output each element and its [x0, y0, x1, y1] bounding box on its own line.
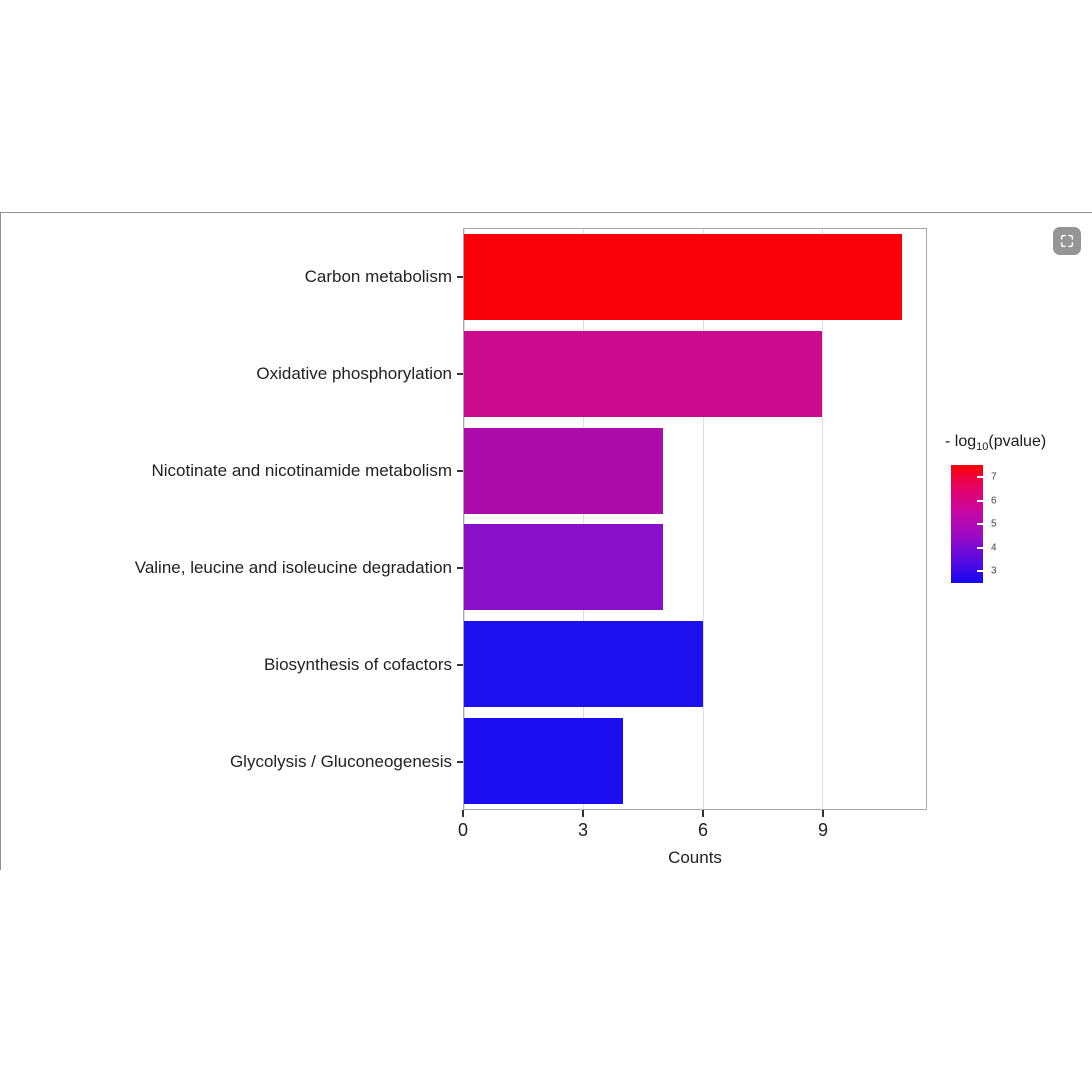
bar-row [464, 519, 926, 616]
x-axis-tick [822, 810, 824, 817]
legend-tick [977, 546, 983, 549]
category-label: Glycolysis / Gluconeogenesis [229, 751, 452, 771]
bar-3 [464, 524, 664, 611]
category-label-row: Biosynthesis of cofactors [0, 616, 463, 713]
category-labels: Carbon metabolism Oxidative phosphorylati… [0, 228, 463, 810]
x-axis-tick [702, 810, 704, 817]
x-tick-label: 3 [577, 820, 589, 840]
bar-row [464, 616, 926, 713]
gridline-x0 [464, 229, 465, 809]
category-label: Oxidative phosphorylation [256, 363, 452, 383]
y-axis-tick [457, 760, 463, 763]
legend-tick [977, 499, 983, 502]
category-label: Valine, leucine and isoleucine degradati… [134, 557, 452, 577]
x-axis-tick [582, 810, 584, 817]
gridline-x6 [702, 229, 704, 809]
legend-label: 6 [991, 495, 997, 507]
y-axis-tick [457, 566, 463, 569]
bar-0 [464, 234, 903, 321]
embed-frame [0, 212, 1092, 870]
bar-4 [464, 621, 703, 708]
legend-tick [977, 570, 983, 573]
bar-2 [464, 427, 664, 514]
gridline-x3 [583, 229, 585, 809]
plot-panel [463, 228, 927, 810]
x-tick-label: 9 [817, 820, 829, 840]
screenshot-expand-icon [1060, 234, 1074, 248]
x-axis-tick [462, 810, 464, 817]
y-axis-tick [457, 469, 463, 472]
legend-tick [977, 475, 983, 478]
legend-label: 5 [991, 518, 997, 530]
legend-gradient-wrap: 7 6 5 4 3 [951, 465, 997, 584]
category-label: Nicotinate and nicotinamide metabolism [151, 460, 453, 480]
bar-row [464, 326, 926, 423]
legend-label: 3 [991, 565, 997, 577]
expand-button[interactable] [1053, 227, 1081, 255]
x-axis-title: Counts [668, 848, 722, 867]
bar-row [464, 712, 926, 809]
category-label: Biosynthesis of cofactors [263, 654, 452, 674]
legend-label: 4 [991, 542, 997, 554]
category-label-row: Valine, leucine and isoleucine degradati… [0, 519, 463, 616]
y-axis-tick [457, 663, 463, 666]
category-label-row: Carbon metabolism [0, 228, 463, 325]
gridline-x9 [822, 229, 824, 809]
bar-5 [464, 717, 624, 804]
x-tick-label: 6 [697, 820, 709, 840]
category-label-row: Oxidative phosphorylation [0, 325, 463, 422]
y-axis-tick [457, 275, 463, 278]
bar-row [464, 229, 926, 326]
bar-1 [464, 331, 823, 417]
legend-title-sub: 10 [976, 441, 989, 454]
category-label-row: Glycolysis / Gluconeogenesis [0, 713, 463, 810]
category-label-row: Nicotinate and nicotinamide metabolism [0, 422, 463, 519]
legend: - log10(pvalue) 7 6 5 4 3 [945, 433, 1090, 584]
y-axis-tick [457, 372, 463, 375]
bar-row [464, 422, 926, 519]
legend-tick [977, 523, 983, 526]
legend-title-suffix: (pvalue) [988, 433, 1047, 450]
legend-label: 7 [991, 471, 997, 483]
x-tick-label: 0 [457, 820, 469, 840]
legend-title: - log10(pvalue) [945, 433, 1090, 453]
x-axis: Counts 0 3 6 9 [458, 810, 927, 880]
category-label: Carbon metabolism [304, 266, 452, 286]
legend-title-prefix: - log [945, 433, 977, 450]
